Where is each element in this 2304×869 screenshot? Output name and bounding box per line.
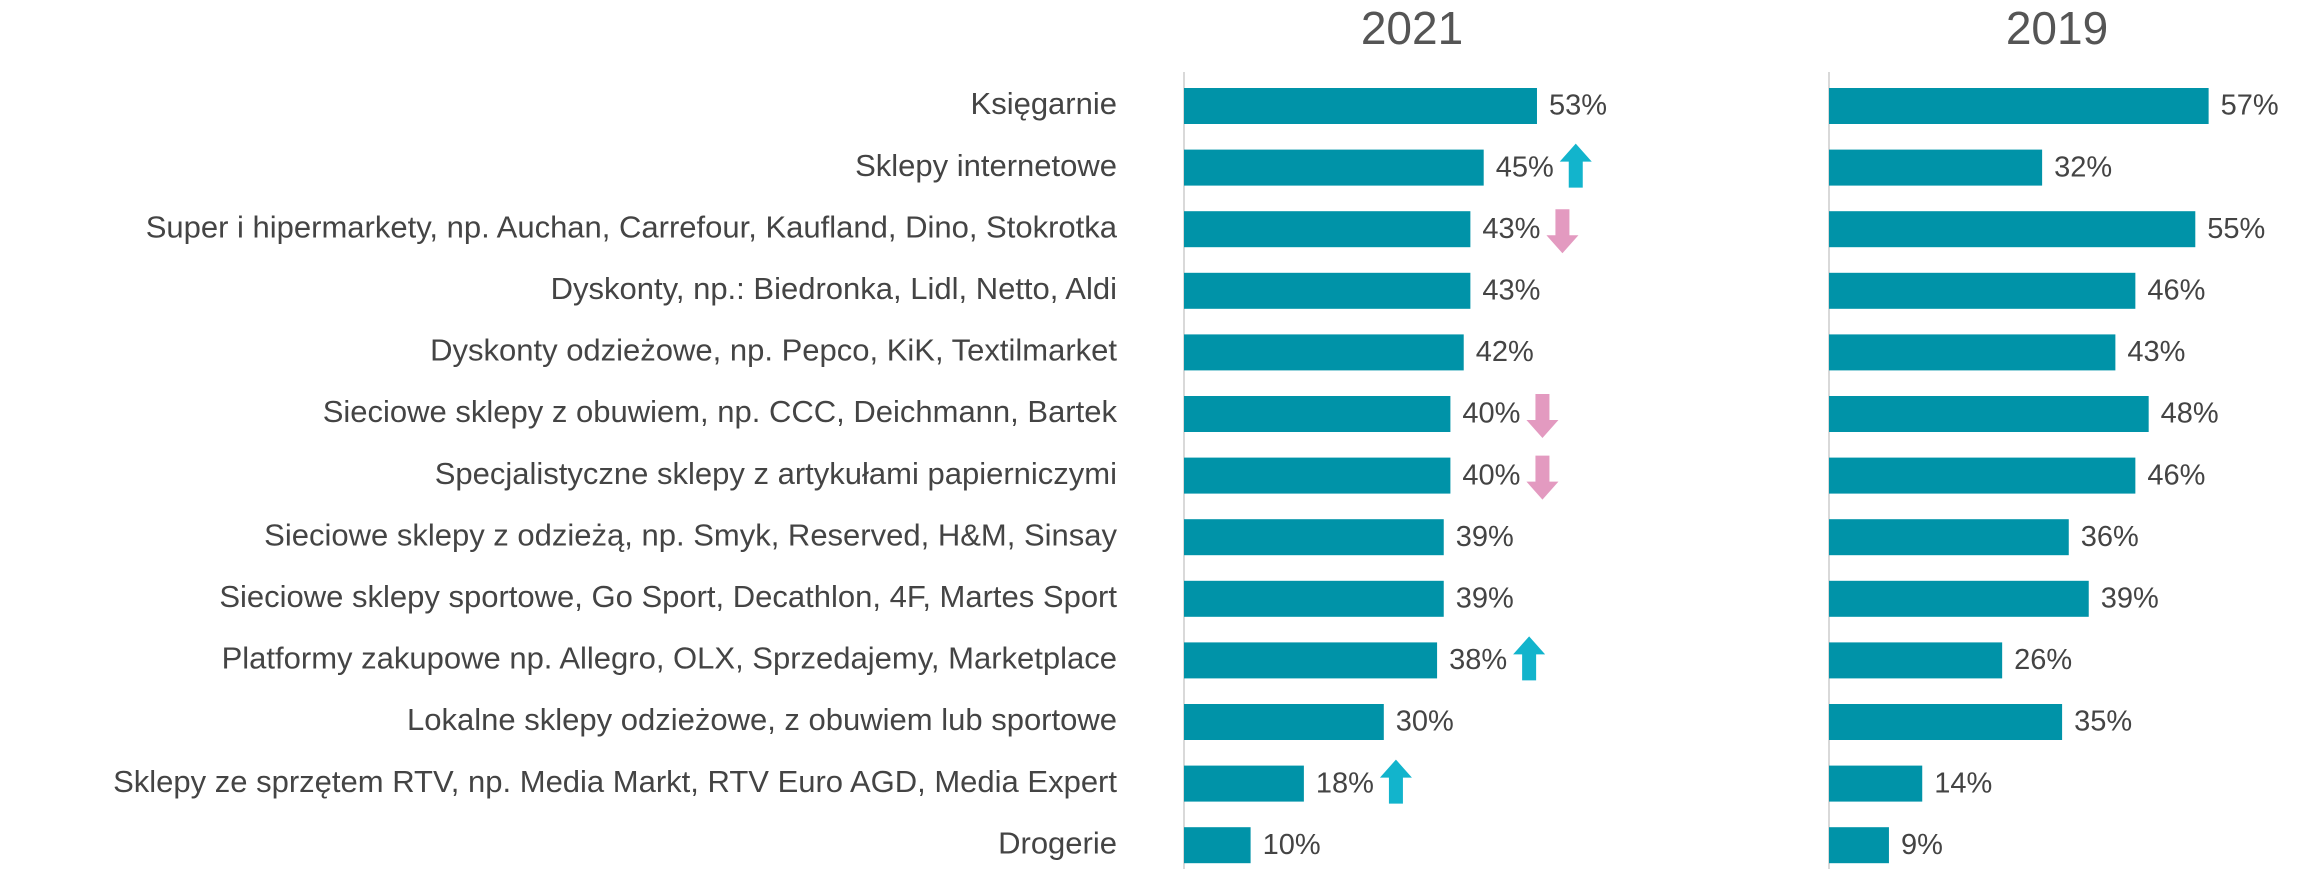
bar	[1184, 642, 1438, 679]
value-label: 43%	[1482, 274, 1540, 306]
bar	[1184, 334, 1464, 371]
trend-arrow	[1526, 455, 1559, 500]
category-label: Dyskonty, np.: Biedronka, Lidl, Netto, A…	[551, 271, 1117, 306]
value-label: 10%	[1263, 829, 1321, 861]
value-label: 36%	[2081, 521, 2139, 553]
value-label: 30%	[1396, 706, 1454, 738]
value-label: 43%	[2127, 336, 2185, 368]
chart-title: 2021	[1361, 2, 1463, 54]
category-label: Drogerie	[998, 825, 1117, 860]
trend-arrow	[1379, 759, 1412, 804]
value-label: 26%	[2014, 644, 2072, 676]
value-label: 39%	[2101, 582, 2159, 614]
bar	[1829, 827, 1889, 864]
bar	[1829, 272, 2136, 309]
category-label: Sieciowe sklepy z odzieżą, np. Smyk, Res…	[264, 517, 1117, 552]
bar	[1829, 642, 2003, 679]
value-label: 53%	[1549, 90, 1607, 122]
bar	[1829, 580, 2089, 617]
bar	[1829, 334, 2116, 371]
value-label: 43%	[1482, 213, 1540, 245]
category-label: Sieciowe sklepy z obuwiem, np. CCC, Deic…	[323, 394, 1118, 429]
bar	[1829, 704, 2063, 740]
category-label: Sklepy ze sprzętem RTV, np. Media Markt,…	[113, 764, 1117, 799]
value-label: 14%	[1934, 767, 1992, 799]
category-label: Platformy zakupowe np. Allegro, OLX, Spr…	[222, 641, 1117, 676]
value-label: 55%	[2207, 213, 2265, 245]
category-label: Super i hipermarkety, np. Auchan, Carref…	[146, 209, 1118, 244]
bar	[1184, 519, 1444, 556]
trend-arrow	[1513, 636, 1546, 681]
value-label: 42%	[1476, 336, 1534, 368]
bar	[1829, 457, 2136, 494]
trend-arrow	[1559, 143, 1592, 188]
bar	[1184, 88, 1537, 124]
bar	[1829, 519, 2069, 556]
bar	[1829, 88, 2209, 124]
value-label: 46%	[2147, 274, 2205, 306]
trend-arrow	[1526, 394, 1559, 438]
value-label: 39%	[1456, 582, 1514, 614]
value-label: 39%	[1456, 521, 1514, 553]
bar	[1184, 827, 1251, 864]
bar	[1184, 765, 1304, 802]
bar	[1184, 457, 1451, 494]
bar	[1184, 580, 1444, 617]
category-label: Księgarnie	[971, 86, 1117, 121]
category-label: Dyskonty odzieżowe, np. Pepco, KiK, Text…	[430, 333, 1117, 368]
bar	[1829, 396, 2149, 432]
category-label: Sklepy internetowe	[855, 148, 1117, 183]
bar	[1184, 272, 1471, 309]
category-label: Sieciowe sklepy sportowe, Go Sport, Deca…	[219, 579, 1117, 614]
value-label: 45%	[1496, 151, 1554, 183]
bar	[1184, 704, 1384, 740]
value-label: 57%	[2221, 90, 2279, 122]
value-label: 48%	[2161, 398, 2219, 430]
bar	[1184, 396, 1451, 432]
bar	[1184, 149, 1484, 186]
chart-title: 2019	[2006, 2, 2108, 54]
value-label: 18%	[1316, 767, 1374, 799]
value-label: 40%	[1462, 459, 1520, 491]
bar	[1829, 765, 1923, 802]
category-label: Lokalne sklepy odzieżowe, z obuwiem lub …	[407, 702, 1117, 737]
value-label: 32%	[2054, 151, 2112, 183]
value-label: 46%	[2147, 459, 2205, 491]
category-label: Specjalistyczne sklepy z artykułami papi…	[435, 456, 1117, 491]
value-label: 38%	[1449, 644, 1507, 676]
trend-arrow	[1546, 209, 1579, 254]
value-label: 9%	[1901, 829, 1943, 861]
value-label: 40%	[1462, 398, 1520, 430]
bar	[1829, 149, 2043, 186]
bar	[1184, 211, 1471, 248]
bar	[1829, 211, 2196, 248]
value-label: 35%	[2074, 706, 2132, 738]
